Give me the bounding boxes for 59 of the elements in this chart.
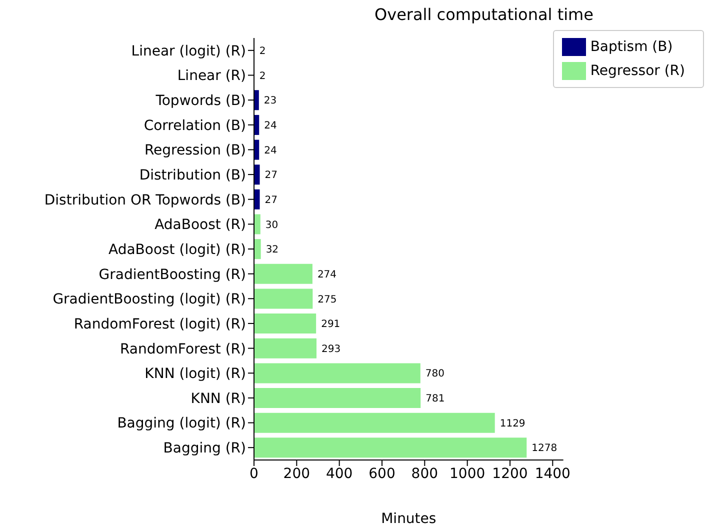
y-tick-label: Linear (logit) (R) [131,43,246,60]
x-tick-label: 0 [250,466,258,482]
y-tick-label: Distribution OR Topwords (B) [44,192,246,208]
x-tick-label: 600 [368,466,396,482]
data-label: 291 [321,319,340,330]
data-label: 24 [264,120,277,132]
data-label: 23 [264,96,277,107]
bar [254,314,316,334]
bar [254,90,259,110]
y-tick-label: Correlation (B) [144,118,246,134]
y-tick-label: AdaBoost (logit) (R) [108,242,246,258]
bar [254,264,312,284]
y-tick-label: KNN (R) [190,390,246,407]
bar [254,164,260,185]
bar [254,288,313,309]
bar [254,189,260,210]
x-axis-title: Minutes [381,511,436,527]
bar [254,239,261,260]
x-tick-label: 200 [283,466,310,482]
chart-title: Overall computational time [374,5,594,24]
x-tick-label: 1200 [492,466,528,482]
bar [254,363,420,384]
data-label: 32 [266,244,279,256]
x-tick-label: 400 [326,466,353,482]
y-tick-label: RandomForest (R) [120,341,246,358]
data-label: 1278 [532,443,558,454]
bar [254,412,495,433]
y-tick-label: GradientBoosting (logit) (R) [52,292,246,308]
data-label: 27 [264,170,278,182]
legend-label: Baptism (B) [590,38,673,55]
data-label: 780 [425,368,444,380]
bar [254,338,317,358]
y-tick-label: Topwords (B) [154,93,246,110]
y-tick-label: Distribution (B) [139,168,246,184]
data-label: 2 [259,70,266,82]
y-tick-label: Bagging (R) [163,440,246,457]
data-label: 275 [318,294,337,306]
y-tick-label: KNN (logit) (R) [144,366,246,382]
y-tick-label: Regression (B) [144,142,246,159]
bar [254,388,421,408]
x-tick-label: 1400 [534,466,570,482]
legend-label: Regressor (R) [590,62,685,79]
y-tick-label: GradientBoosting (R) [98,266,246,283]
y-tick-label: Bagging (logit) (R) [117,416,246,432]
data-label: 1129 [500,418,526,430]
data-label: 27 [264,194,278,206]
data-label: 30 [265,220,278,231]
y-tick-label: RandomForest (logit) (R) [74,316,246,332]
y-tick-label: Linear (R) [177,68,246,84]
y-tick-label: AdaBoost (R) [154,217,246,234]
data-label: 293 [322,344,341,355]
bar [254,214,260,234]
data-label: 2 [259,46,266,58]
bar [254,438,527,458]
data-label: 274 [317,269,337,280]
x-tick-label: 1000 [450,466,486,482]
x-tick-label: 800 [411,466,438,482]
data-label: 24 [264,145,277,156]
data-label: 781 [426,394,445,405]
